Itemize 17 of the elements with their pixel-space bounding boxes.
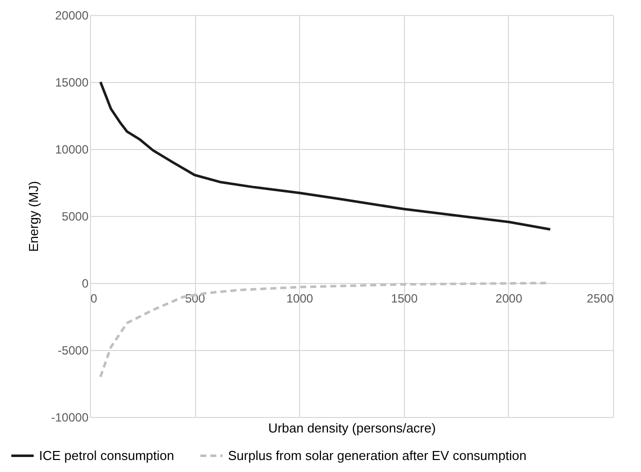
x-tick-label: 1500 <box>390 292 418 306</box>
x-tick-label: 2000 <box>496 292 523 306</box>
x-tick-label: 2500 <box>586 292 614 306</box>
y-tick-label: 20000 <box>55 8 89 22</box>
y-tick-label: 15000 <box>55 76 89 90</box>
y-tick-label: -10000 <box>51 410 89 424</box>
legend-label: ICE petrol consumption <box>39 448 174 463</box>
y-tick-label: -5000 <box>58 344 89 358</box>
x-tick-label: 0 <box>90 292 98 306</box>
legend-label: Surplus from solar generation after EV consumption <box>228 448 526 463</box>
x-axis-title: Urban density (persons/acre) <box>268 420 436 436</box>
y-tick-label: 5000 <box>62 210 89 224</box>
line-series <box>99 80 552 231</box>
x-tick-label: 1000 <box>286 292 314 306</box>
y-tick-label: 0 <box>82 276 89 290</box>
y-tick-label: 10000 <box>55 142 89 156</box>
y-axis-title: Energy (MJ) <box>26 181 42 252</box>
